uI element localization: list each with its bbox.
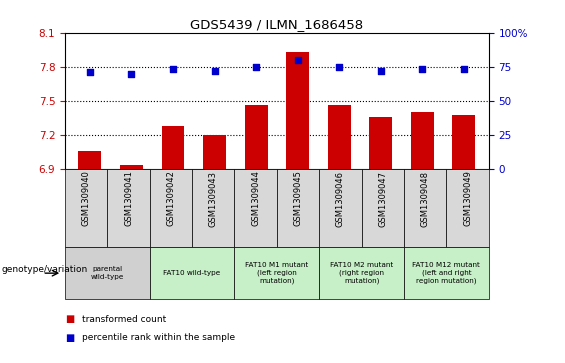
Text: percentile rank within the sample: percentile rank within the sample [82,333,235,342]
Text: ■: ■ [65,314,74,325]
Text: GSM1309042: GSM1309042 [167,171,175,227]
Text: GSM1309047: GSM1309047 [379,171,387,227]
Text: genotype/variation: genotype/variation [1,265,88,274]
Point [376,68,385,74]
Bar [286,52,309,169]
Bar [370,117,392,169]
Point [334,64,344,70]
Point [168,66,177,72]
Point [459,66,468,72]
Point [293,57,302,63]
Text: FAT10 wild-type: FAT10 wild-type [163,270,221,276]
Text: ■: ■ [65,333,74,343]
Title: GDS5439 / ILMN_1686458: GDS5439 / ILMN_1686458 [190,19,363,32]
Text: GSM1309043: GSM1309043 [209,171,218,227]
Bar [203,135,226,169]
Text: GSM1309046: GSM1309046 [336,171,345,227]
Text: FAT10 M12 mutant
(left and right
region mutation): FAT10 M12 mutant (left and right region … [412,262,480,284]
Bar [120,166,143,169]
Text: GSM1309040: GSM1309040 [82,171,90,227]
Point [85,69,94,75]
Bar [453,115,475,169]
Bar [411,112,434,169]
Text: GSM1309048: GSM1309048 [421,171,429,227]
Text: GSM1309044: GSM1309044 [251,171,260,227]
Point [251,64,260,70]
Text: parental
wild-type: parental wild-type [90,266,124,280]
Bar [245,105,267,169]
Bar [162,126,184,169]
Point [127,70,136,77]
Text: GSM1309045: GSM1309045 [294,171,302,227]
Text: GSM1309049: GSM1309049 [463,171,472,227]
Text: transformed count: transformed count [82,315,166,324]
Point [418,66,427,72]
Text: FAT10 M2 mutant
(right region
mutation): FAT10 M2 mutant (right region mutation) [330,262,393,284]
Bar [328,105,351,169]
Bar [79,151,101,169]
Text: GSM1309041: GSM1309041 [124,171,133,227]
Text: FAT10 M1 mutant
(left region
mutation): FAT10 M1 mutant (left region mutation) [245,262,308,284]
Point [210,68,219,74]
